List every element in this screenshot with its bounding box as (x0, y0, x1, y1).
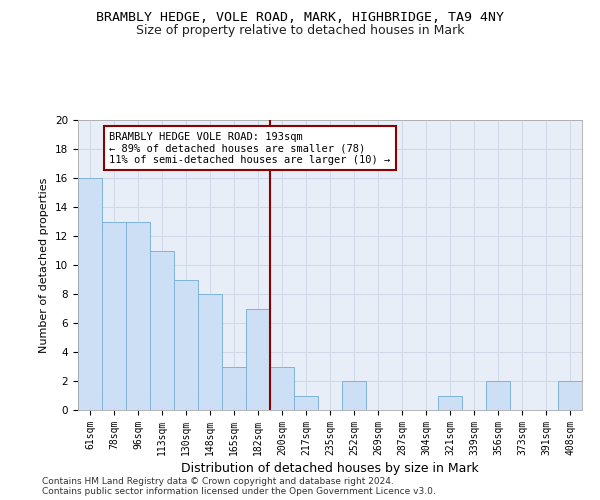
X-axis label: Distribution of detached houses by size in Mark: Distribution of detached houses by size … (181, 462, 479, 475)
Text: Contains public sector information licensed under the Open Government Licence v3: Contains public sector information licen… (42, 487, 436, 496)
Bar (102, 222, 126, 410)
Bar (294, 396, 318, 410)
Bar (126, 222, 150, 410)
Bar (198, 294, 222, 410)
Bar (78, 178, 102, 410)
Bar (438, 396, 462, 410)
Text: Size of property relative to detached houses in Mark: Size of property relative to detached ho… (136, 24, 464, 37)
Bar (486, 381, 510, 410)
Text: BRAMBLY HEDGE, VOLE ROAD, MARK, HIGHBRIDGE, TA9 4NY: BRAMBLY HEDGE, VOLE ROAD, MARK, HIGHBRID… (96, 11, 504, 24)
Y-axis label: Number of detached properties: Number of detached properties (40, 178, 49, 352)
Bar (222, 366, 246, 410)
Bar (270, 366, 294, 410)
Text: BRAMBLY HEDGE VOLE ROAD: 193sqm
← 89% of detached houses are smaller (78)
11% of: BRAMBLY HEDGE VOLE ROAD: 193sqm ← 89% of… (109, 132, 391, 165)
Bar (246, 308, 270, 410)
Bar (174, 280, 198, 410)
Text: Contains HM Land Registry data © Crown copyright and database right 2024.: Contains HM Land Registry data © Crown c… (42, 477, 394, 486)
Bar (342, 381, 366, 410)
Bar (558, 381, 582, 410)
Bar (150, 250, 174, 410)
